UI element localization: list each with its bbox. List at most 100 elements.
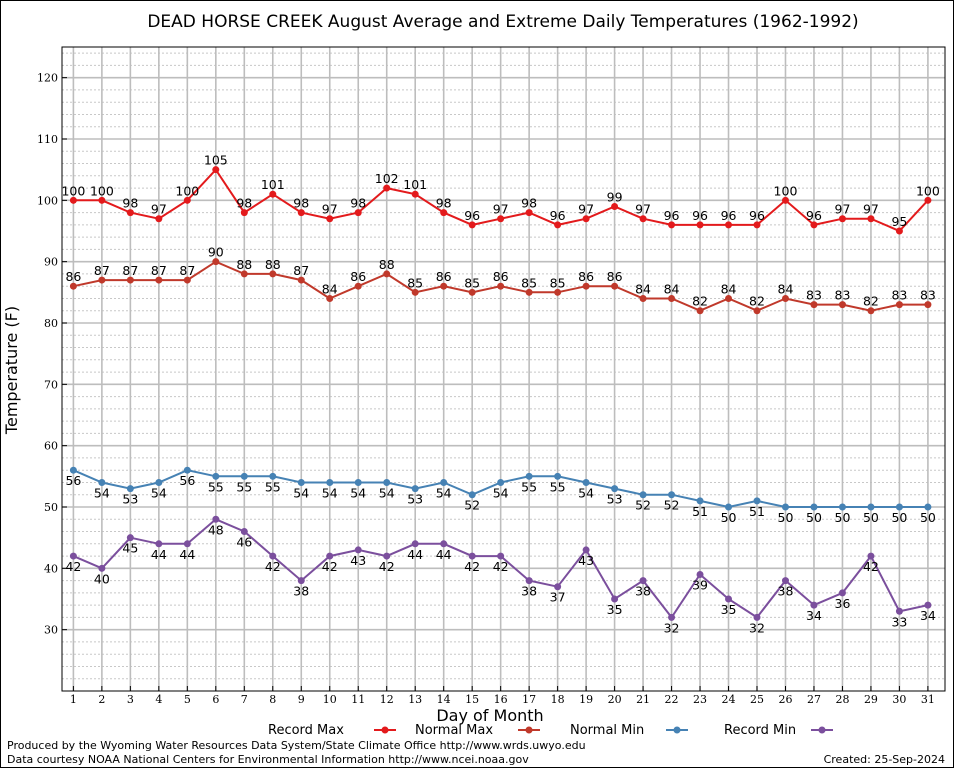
- data-point-record-min: [924, 601, 932, 609]
- legend-swatch-marker-record-max: [381, 726, 389, 734]
- data-point-normal-min: [240, 472, 248, 480]
- data-point-record-min: [895, 607, 903, 615]
- data-label-record-min: 33: [891, 614, 907, 629]
- data-point-record-max: [611, 202, 619, 210]
- data-point-normal-max: [497, 282, 505, 290]
- legend-swatch-marker-normal-max: [525, 726, 533, 734]
- data-point-normal-max: [525, 288, 533, 296]
- data-label-record-min: 42: [265, 559, 281, 574]
- data-point-normal-max: [98, 276, 106, 284]
- data-point-normal-min: [269, 472, 277, 480]
- data-point-normal-min: [639, 491, 647, 499]
- data-point-record-max: [582, 215, 590, 223]
- data-label-record-min: 44: [407, 547, 423, 562]
- x-tick-label: 18: [551, 693, 565, 706]
- data-point-normal-max: [725, 294, 733, 302]
- y-tick-label: 120: [37, 72, 58, 85]
- data-label-record-max: 100: [61, 183, 85, 198]
- data-point-record-max: [269, 190, 277, 198]
- data-label-record-max: 97: [151, 202, 167, 217]
- data-point-normal-min: [297, 478, 305, 486]
- data-label-record-min: 42: [322, 559, 338, 574]
- data-label-record-max: 97: [635, 202, 651, 217]
- x-tick-label: 27: [807, 693, 821, 706]
- data-label-normal-max: 84: [322, 281, 338, 296]
- data-label-normal-min: 54: [578, 485, 594, 500]
- data-point-record-min: [582, 546, 590, 554]
- data-label-normal-max: 88: [265, 257, 281, 272]
- data-label-record-max: 96: [550, 208, 566, 223]
- data-point-normal-min: [69, 466, 77, 474]
- data-point-record-max: [867, 215, 875, 223]
- data-label-normal-max: 83: [806, 288, 822, 303]
- data-label-record-max: 97: [863, 202, 879, 217]
- data-label-normal-max: 87: [179, 263, 195, 278]
- data-point-normal-min: [525, 472, 533, 480]
- x-tick-label: 5: [184, 693, 191, 706]
- data-point-normal-min: [497, 478, 505, 486]
- data-point-normal-max: [924, 301, 932, 309]
- data-label-normal-max: 87: [151, 263, 167, 278]
- data-point-record-max: [497, 215, 505, 223]
- data-label-record-min: 44: [436, 547, 452, 562]
- data-label-normal-min: 51: [749, 504, 765, 519]
- data-point-normal-min: [924, 503, 932, 511]
- data-label-normal-min: 50: [806, 510, 822, 525]
- data-label-record-max: 96: [692, 208, 708, 223]
- data-point-record-max: [639, 215, 647, 223]
- data-label-normal-max: 84: [664, 281, 680, 296]
- data-label-normal-max: 88: [379, 257, 395, 272]
- data-label-record-max: 99: [607, 189, 623, 204]
- data-point-normal-max: [383, 270, 391, 278]
- data-point-normal-max: [326, 294, 334, 302]
- data-point-normal-max: [212, 258, 220, 266]
- data-point-normal-max: [781, 294, 789, 302]
- legend-label-record-max: Record Max: [268, 723, 344, 738]
- data-point-normal-min: [895, 503, 903, 511]
- data-point-record-max: [668, 221, 676, 229]
- data-point-record-min: [126, 534, 134, 542]
- data-point-record-min: [383, 552, 391, 560]
- data-label-record-min: 35: [607, 602, 623, 617]
- data-point-normal-min: [383, 478, 391, 486]
- data-point-record-max: [98, 196, 106, 204]
- data-point-normal-max: [753, 307, 761, 315]
- data-label-record-min: 46: [236, 535, 252, 550]
- legend-label-record-min: Record Min: [724, 723, 796, 738]
- data-label-normal-max: 86: [65, 269, 81, 284]
- data-point-normal-min: [781, 503, 789, 511]
- data-point-record-max: [212, 166, 220, 174]
- data-point-record-min: [354, 546, 362, 554]
- data-label-normal-max: 85: [407, 275, 423, 290]
- data-point-normal-max: [297, 276, 305, 284]
- data-point-normal-max: [183, 276, 191, 284]
- data-label-record-min: 44: [151, 547, 167, 562]
- x-tick-label: 25: [750, 693, 764, 706]
- data-label-record-max: 97: [493, 202, 509, 217]
- data-label-normal-max: 86: [607, 269, 623, 284]
- data-point-record-max: [725, 221, 733, 229]
- data-point-normal-max: [611, 282, 619, 290]
- data-label-normal-min: 53: [122, 492, 138, 507]
- data-point-record-min: [497, 552, 505, 560]
- data-point-record-max: [696, 221, 704, 229]
- data-label-record-min: 34: [920, 608, 936, 623]
- data-label-normal-max: 90: [208, 245, 224, 260]
- data-point-record-max: [525, 209, 533, 217]
- x-tick-label: 3: [127, 693, 134, 706]
- data-point-record-max: [753, 221, 761, 229]
- x-tick-label: 17: [522, 693, 536, 706]
- data-label-record-max: 97: [322, 202, 338, 217]
- data-label-record-max: 96: [464, 208, 480, 223]
- data-label-normal-max: 87: [94, 263, 110, 278]
- data-point-normal-min: [611, 485, 619, 493]
- data-label-record-max: 100: [90, 183, 114, 198]
- data-label-record-max: 100: [175, 183, 199, 198]
- data-label-record-max: 95: [891, 214, 907, 229]
- legend-swatch-marker-record-min: [818, 726, 826, 734]
- data-label-record-max: 100: [916, 183, 940, 198]
- y-tick-label: 60: [44, 440, 58, 453]
- data-point-record-min: [411, 540, 419, 548]
- data-label-normal-min: 50: [891, 510, 907, 525]
- data-point-record-max: [895, 227, 903, 235]
